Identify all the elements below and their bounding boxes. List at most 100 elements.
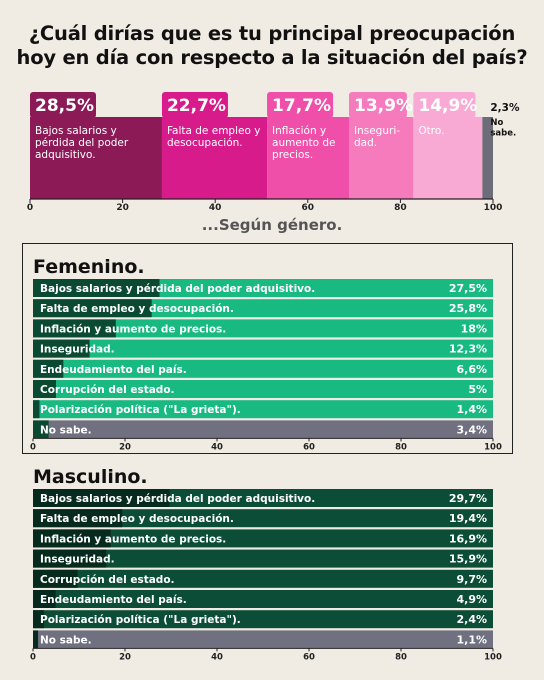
top-label-3-2: aumento de <box>272 137 335 149</box>
top-tab-4 <box>349 92 407 118</box>
top-tab-1 <box>30 92 96 118</box>
masculino-tick-label-0: 0 <box>30 652 36 662</box>
femenino-label-6: Corrupción del estado. <box>40 384 175 396</box>
femenino-pct-8: 3,4% <box>456 423 487 436</box>
masculino-row-bg-5 <box>33 569 493 588</box>
femenino-label-3: Inflación y aumento de precios. <box>40 323 226 335</box>
top-label-5-1: Otro. <box>418 125 444 137</box>
masculino-bar-1 <box>33 489 170 507</box>
masculino-tick-label-100: 100 <box>484 652 502 662</box>
top-pct-1: 28,5% <box>35 96 94 116</box>
top-pct-2: 22,7% <box>167 96 226 116</box>
femenino-bar-3 <box>33 319 116 338</box>
masculino-pct-2: 19,4% <box>449 512 487 525</box>
femenino-bar-7 <box>33 400 40 419</box>
femenino-panel-border <box>22 243 513 454</box>
masculino-pct-7: 2,4% <box>456 613 487 626</box>
masculino-tick-label-60: 60 <box>303 652 315 662</box>
masculino-row-bg-3 <box>33 529 493 548</box>
femenino-pct-4: 12,3% <box>449 343 487 356</box>
top-label-1-2: pérdida del poder <box>35 137 129 149</box>
top-tick-label-100: 100 <box>484 203 503 213</box>
femenino-label-2: Falta de empleo y desocupación. <box>40 303 234 315</box>
masculino-bar-8 <box>33 630 39 649</box>
femenino-label-4: Inseguridad. <box>40 344 115 356</box>
masculino-label-3: Inflación y aumento de precios. <box>40 533 226 545</box>
femenino-label-1: Bajos salarios y pérdida del poder adqui… <box>40 283 315 295</box>
femenino-title: Femenino. <box>33 256 145 278</box>
femenino-row-bg-6 <box>33 380 493 398</box>
top-pct-3: 17,7% <box>272 96 331 116</box>
top-label-1-1: Bajos salarios y <box>35 125 117 137</box>
top-label-6-1: No <box>490 118 503 128</box>
femenino-pct-7: 1,4% <box>456 403 487 416</box>
masculino-tick-label-20: 20 <box>119 652 131 662</box>
top-tab-3 <box>267 92 334 118</box>
femenino-bar-5 <box>33 359 64 378</box>
top-tick-label-40: 40 <box>209 203 222 213</box>
masculino-tick-label-80: 80 <box>395 652 407 662</box>
masculino-label-4: Inseguridad. <box>40 554 115 566</box>
masculino-bar-3 <box>33 529 111 548</box>
top-tab-5 <box>413 92 476 118</box>
femenino-row-bg-4 <box>33 339 493 358</box>
masculino-label-8: No sabe. <box>40 634 92 646</box>
femenino-row-bg-7 <box>33 400 493 419</box>
femenino-label-8: No sabe. <box>40 424 92 436</box>
masculino-pct-4: 15,9% <box>449 553 487 566</box>
masculino-pct-5: 9,7% <box>456 573 487 586</box>
top-pct-6: 2,3% <box>490 102 520 114</box>
femenino-tick-label-40: 40 <box>211 442 223 452</box>
masculino-label-6: Endeudamiento del país. <box>40 594 187 606</box>
masculino-pct-8: 1,1% <box>456 633 487 646</box>
top-label-3-3: precios. <box>272 149 313 161</box>
femenino-pct-3: 18% <box>461 322 487 335</box>
femenino-row-bg-5 <box>33 359 493 378</box>
top-tick-label-80: 80 <box>394 203 407 213</box>
masculino-bar-5 <box>33 569 78 588</box>
femenino-bar-6 <box>33 380 56 398</box>
femenino-pct-6: 5% <box>468 383 487 396</box>
masculino-bar-4 <box>33 549 107 568</box>
top-segment-6 <box>482 117 493 199</box>
title-line-2: hoy en día con respecto a la situación d… <box>16 46 528 69</box>
masculino-row-bg-8 <box>33 630 493 649</box>
femenino-bar-1 <box>33 279 160 297</box>
masculino-bar-2 <box>33 509 123 528</box>
top-label-2-2: desocupación. <box>167 137 243 149</box>
top-segment-5 <box>413 117 483 199</box>
femenino-pct-5: 6,6% <box>456 363 487 376</box>
masculino-label-1: Bajos salarios y pérdida del poder adqui… <box>40 493 315 505</box>
femenino-pct-2: 25,8% <box>449 302 487 315</box>
top-label-6-2: sabe. <box>490 129 516 139</box>
top-pct-5: 14,9% <box>418 96 477 116</box>
title-line-1: ¿Cuál dirías que es tu principal preocup… <box>28 22 516 45</box>
top-segment-4 <box>349 117 414 199</box>
top-pct-4: 13,9% <box>354 96 413 116</box>
masculino-pct-6: 4,9% <box>456 593 487 606</box>
masculino-bar-6 <box>33 590 56 608</box>
top-label-1-3: adquisitivo. <box>35 149 96 161</box>
top-tick-label-0: 0 <box>27 203 33 213</box>
masculino-label-5: Corrupción del estado. <box>40 574 175 586</box>
masculino-bar-7 <box>33 610 45 629</box>
femenino-bar-4 <box>33 339 90 358</box>
masculino-tick-label-40: 40 <box>211 652 223 662</box>
femenino-label-5: Endeudamiento del país. <box>40 364 187 376</box>
femenino-tick-label-20: 20 <box>119 442 131 452</box>
femenino-bar-8 <box>33 420 49 439</box>
masculino-label-7: Polarización política ("La grieta"). <box>40 614 241 626</box>
masculino-row-bg-2 <box>33 509 493 528</box>
masculino-row-bg-6 <box>33 590 493 608</box>
top-label-4-2: dad. <box>354 137 377 149</box>
masculino-title: Masculino. <box>33 466 148 488</box>
top-segment-3 <box>267 117 350 199</box>
femenino-row-bg-3 <box>33 319 493 338</box>
subtitle: ...Según género. <box>201 216 343 234</box>
masculino-label-2: Falta de empleo y desocupación. <box>40 513 234 525</box>
page-title: ¿Cuál dirías que es tu principal preocup… <box>0 22 544 70</box>
femenino-bar-2 <box>33 299 152 318</box>
top-tick-label-60: 60 <box>302 203 315 213</box>
top-label-3-1: Inflación y <box>272 125 326 137</box>
